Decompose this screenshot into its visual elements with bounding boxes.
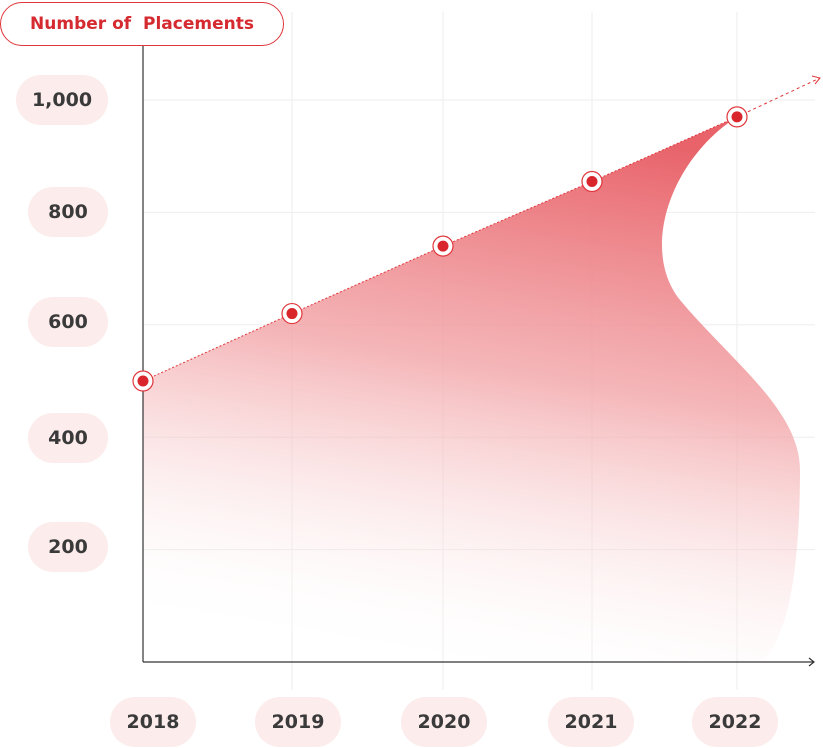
data-point-2020 [432,235,454,257]
trend-extension-line [736,77,821,118]
trend-arrow-icon [811,75,821,85]
area-fill [143,116,800,663]
data-point-2021 [581,170,603,193]
data-point-2022 [726,106,748,128]
x-tick-label: 2021 [548,697,634,747]
x-tick-label: 2022 [692,697,778,747]
y-tick-label: 600 [28,297,108,347]
chart-title: Number of Placements [0,2,284,46]
y-tick-label: 1,000 [16,75,108,125]
y-tick-label: 200 [28,522,108,572]
x-tick-label: 2019 [255,697,341,747]
y-tick-label: 400 [28,413,108,463]
x-axis-arrow-icon [808,657,815,667]
x-tick-label: 2018 [110,697,196,747]
data-point-2019 [281,302,303,325]
y-tick-label: 800 [28,187,108,237]
x-tick-label: 2020 [401,697,487,747]
data-point-2018 [132,370,154,392]
data-points [132,106,748,392]
